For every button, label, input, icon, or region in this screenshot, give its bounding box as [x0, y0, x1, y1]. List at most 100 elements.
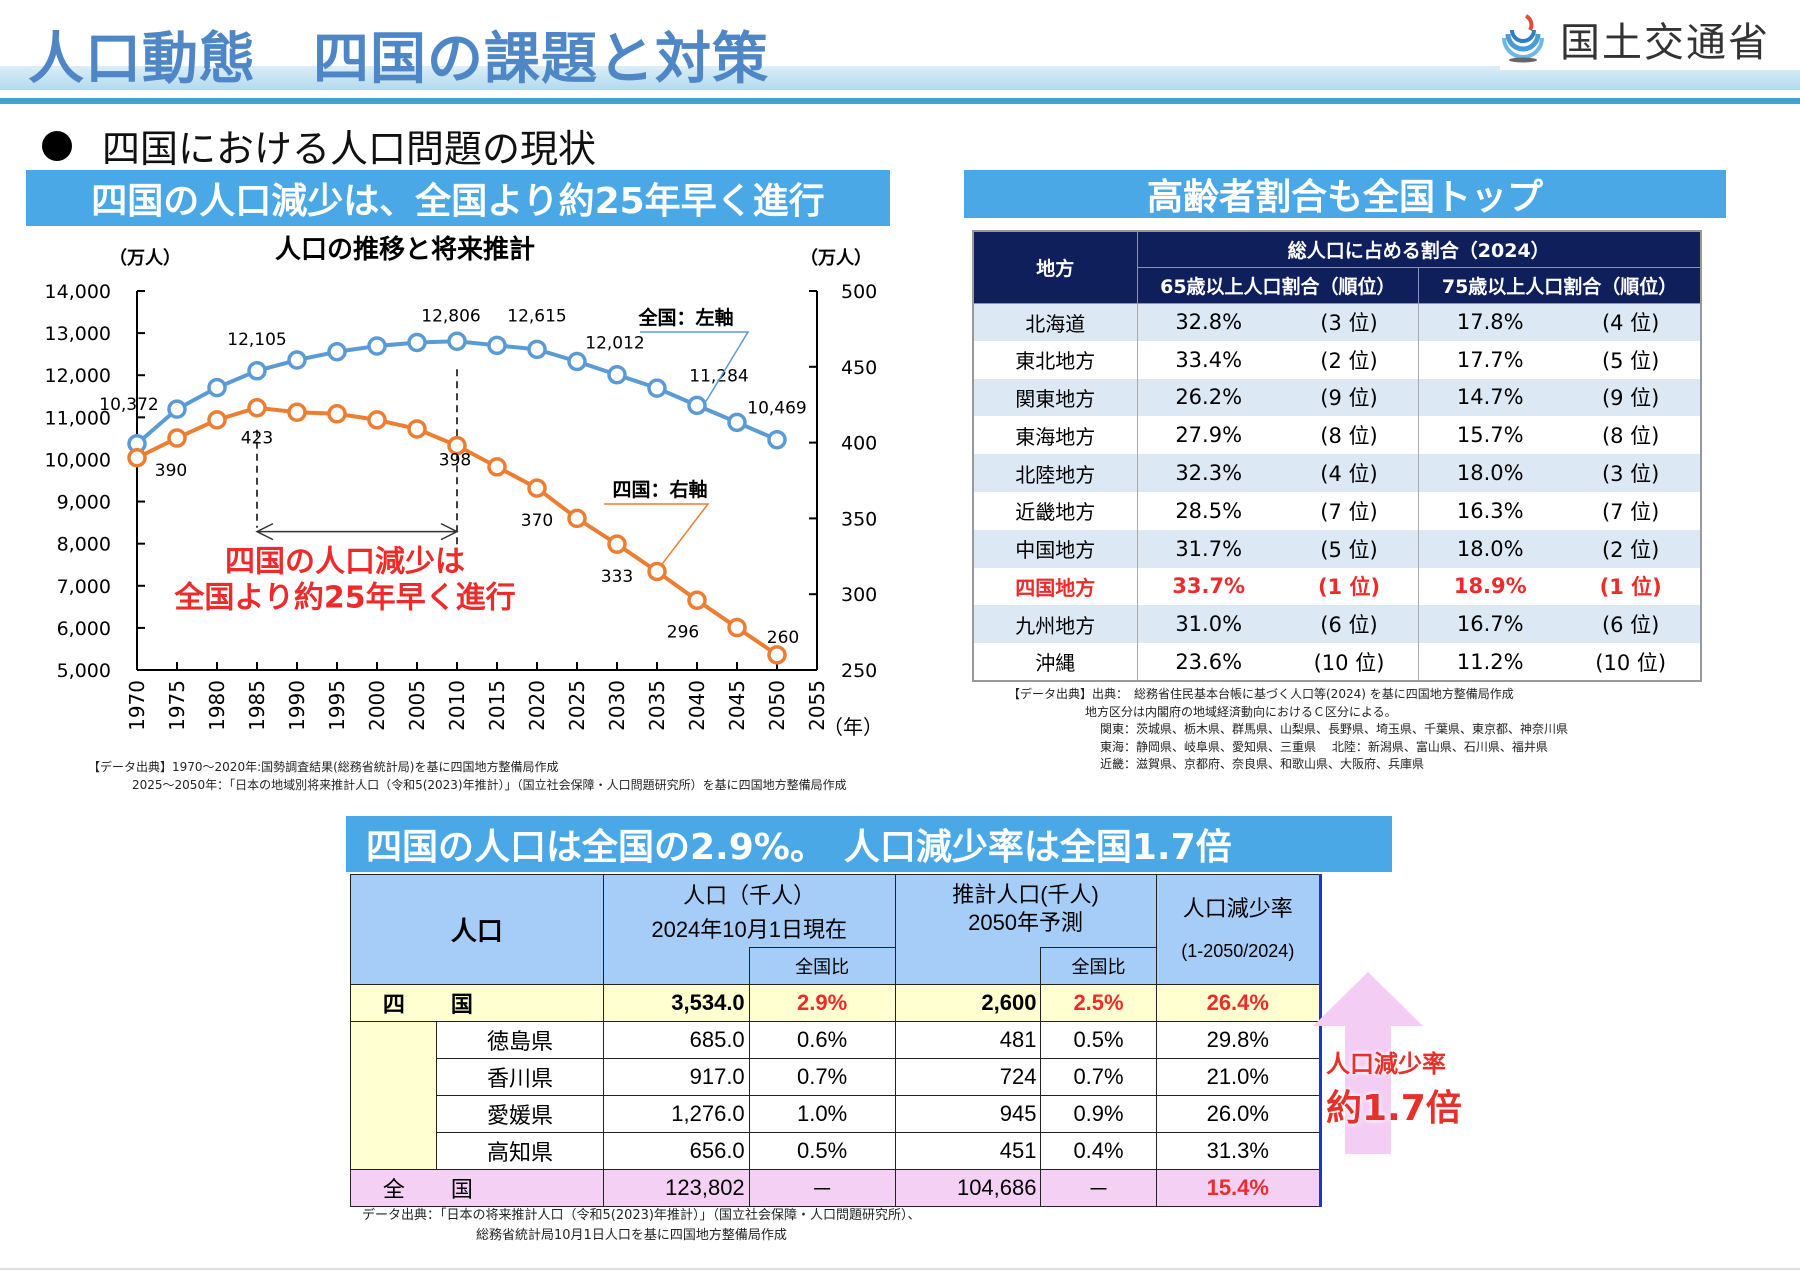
mlit-logo: 国土交通省 [1500, 8, 1800, 70]
arrow-head-icon [440, 522, 459, 541]
population-source-line: データ出典：「日本の将来推計人口（令和5(2023)年推計）」（国立社会保障・人… [362, 1208, 921, 1223]
cell-65-rank: (4 位) [1279, 454, 1420, 492]
cell-pref: 高知県 [436, 1132, 604, 1170]
page-title: 人口動態 四国の課題と対策 [28, 27, 769, 92]
cell-ratio: 0.5% [748, 1132, 896, 1170]
population-source: データ出典：「日本の将来推計人口（令和5(2023)年推計）」（国立社会保障・人… [362, 1206, 921, 1246]
cell-region: 九州地方 [972, 605, 1138, 644]
cell-region: 近畿地方 [972, 491, 1138, 530]
data-point [447, 331, 467, 352]
left-axis-tick-label: 8,000 [57, 534, 111, 556]
x-axis-tick-label: 2020 [525, 680, 549, 731]
cell-pref: 徳島県 [436, 1021, 604, 1059]
data-point [327, 342, 347, 362]
cell-rate: 26.4% [1155, 984, 1323, 1022]
header-band [0, 66, 1800, 90]
cell-rate: 29.8% [1155, 1021, 1323, 1059]
cell-pop: 3,534.0 [602, 984, 750, 1022]
cell-est-ratio: － [1040, 1169, 1157, 1207]
cell-75-ratio: 17.7% [1418, 340, 1562, 379]
x-axis-tick-label: 2030 [605, 680, 629, 731]
legend-leader-line [640, 331, 750, 402]
elderly-source-line: 地方区分は内閣府の地域経済動向におけるＣ区分による。 [1085, 704, 1397, 719]
data-label: 12,806 [421, 306, 480, 326]
cell-ratio: － [748, 1169, 896, 1207]
table-row-prefecture: 徳島県 685.0 0.6% 481 0.5% 29.8% [349, 1021, 1323, 1170]
elderly-ratio-table: 地方 総人口に占める割合（2024） 65歳以上人口割合（順位） 75歳以上人口… [972, 230, 1702, 682]
x-axis-tick-label: 2025 [565, 680, 589, 731]
x-axis-tick-label: 1980 [205, 680, 229, 731]
legend-shikoku: 四国：右軸 [612, 478, 707, 501]
cell-pop: 685.0 [602, 1021, 750, 1059]
cell-75-rank: (5 位) [1561, 340, 1702, 379]
up-arrow-icon [1313, 972, 1423, 1154]
data-label: 370 [521, 511, 553, 531]
x-axis-tick-label: 2055 [805, 680, 829, 731]
x-axis-tick-label: 2000 [365, 680, 389, 731]
cell-65-ratio: 33.4% [1136, 340, 1280, 379]
data-point [247, 397, 267, 418]
cell-pref: 愛媛県 [436, 1095, 604, 1133]
left-axis-tick-label: 11,000 [45, 407, 111, 429]
table-row: 中国地方 31.7% (5 位) 18.0% (2 位) [972, 529, 1702, 568]
data-label: 10,469 [747, 399, 806, 419]
cell-65-rank: (2 位) [1279, 340, 1420, 379]
data-point [767, 645, 787, 665]
cell-region: 四国地方 [972, 567, 1138, 606]
cell-65-rank: (6 位) [1279, 605, 1420, 644]
table-row: 九州地方 31.0% (6 位) 16.7% (6 位) [972, 605, 1702, 644]
bullet-icon [42, 130, 72, 161]
cell-65-rank: (7 位) [1279, 491, 1420, 530]
table-row: 関東地方 26.2% (9 位) 14.7% (9 位) [972, 378, 1702, 417]
legend-japan: 全国：左軸 [637, 306, 733, 329]
x-axis-tick-label: 1995 [325, 680, 349, 731]
row-name-2: 国 [436, 984, 604, 1022]
data-point [727, 412, 747, 433]
cell-pop: 123,802 [602, 1169, 750, 1207]
right-axis-unit: （万人） [800, 248, 872, 269]
cell-est-ratio: 0.7% [1040, 1058, 1157, 1096]
data-point [207, 377, 227, 398]
banner-bottom: 四国の人口は全国の2.9%。 人口減少率は全国1.7倍 [346, 816, 1392, 872]
cell-rate: 26.0% [1155, 1095, 1323, 1133]
callout-line2: 約1.7倍 [1326, 1088, 1462, 1129]
left-axis-tick-label: 14,000 [45, 281, 111, 303]
cell-rate: 15.4% [1155, 1169, 1323, 1207]
chart-source-line: 2025～2050年：「日本の地域別将来推計人口（令和5(2023)年推計）」（… [132, 778, 847, 792]
cell-est-ratio: 0.5% [1040, 1021, 1157, 1059]
cell-est: 481 [894, 1021, 1042, 1059]
elderly-source-line: 関東：茨城県、栃木県、群馬県、山梨県、長野県、埼玉県、千葉県、東京都、神奈川県 [1100, 722, 1569, 736]
data-point [767, 429, 787, 450]
cell-region: 東海地方 [972, 416, 1138, 455]
cell-pop: 917.0 [602, 1058, 750, 1096]
cell-65-ratio: 31.0% [1136, 605, 1280, 644]
cell-est-ratio: 2.5% [1040, 984, 1157, 1022]
section-heading: 四国における人口問題の現状 [42, 118, 596, 173]
header-spacer [602, 947, 750, 985]
data-label: 398 [439, 451, 471, 471]
header-rate-line2: (1-2050/2024) [1181, 940, 1295, 961]
right-axis-tick-label: 500 [841, 281, 877, 303]
elderly-source-line: 近畿：滋賀県、京都府、奈良県、和歌山県、大阪府、兵庫県 [1100, 757, 1425, 771]
data-point [687, 590, 707, 611]
right-axis-tick-label: 350 [841, 508, 877, 530]
data-point [647, 378, 667, 398]
left-axis-tick-label: 9,000 [57, 492, 111, 514]
left-axis-tick-label: 12,000 [45, 365, 111, 387]
data-point [127, 448, 147, 468]
header-divider [0, 98, 1800, 104]
data-label: 12,105 [227, 330, 286, 350]
data-label: 390 [155, 461, 187, 481]
x-axis-tick-label: 2040 [685, 680, 709, 731]
left-axis-tick-label: 5,000 [57, 660, 111, 682]
header-rate-line1: 人口減少率 [1182, 895, 1293, 921]
series-line-japan [135, 339, 778, 446]
header-region: 地方 [972, 230, 1138, 304]
cell-65-rank: (3 位) [1279, 303, 1420, 341]
data-point [287, 402, 307, 423]
cell-65-rank: (8 位) [1279, 416, 1420, 455]
cell-75-rank: (8 位) [1561, 416, 1702, 455]
data-point [687, 395, 707, 416]
data-point [407, 332, 427, 353]
cell-75-ratio: 18.0% [1418, 454, 1562, 492]
